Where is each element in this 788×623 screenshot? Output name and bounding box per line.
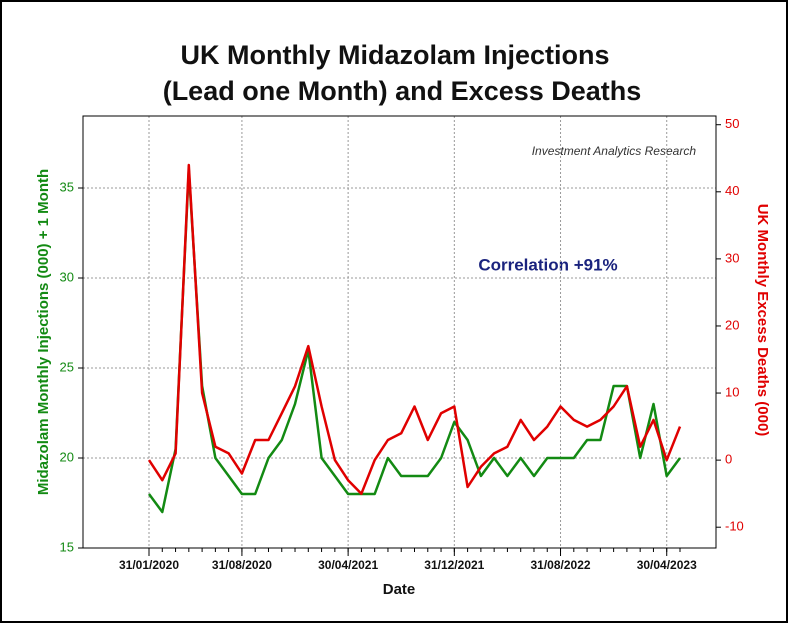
y-tick-label: 25 [60,359,74,374]
x-tick-label: 31/08/2020 [212,558,272,572]
y-tick-label: 20 [60,449,74,464]
chart-subtitle: (Lead one Month) and Excess Deaths [163,76,642,106]
y-tick-label: 35 [60,179,74,194]
x-tick-label: 30/04/2023 [637,558,697,572]
annotation: Correlation +91% [478,255,617,274]
x-axis-label: Date [383,581,416,598]
annotation: Investment Analytics Research [532,144,697,158]
chart-title: UK Monthly Midazolam Injections [180,40,609,70]
y-tick-label: 30 [60,269,74,284]
y2-tick-label: -10 [725,519,744,534]
data-line [147,168,682,514]
y2-tick-label: 0 [725,452,732,467]
x-tick-label: 30/04/2021 [318,558,378,572]
data-line [147,163,682,495]
y2-tick-label: 40 [725,183,739,198]
x-tick-label: 31/12/2021 [424,558,484,572]
y2-tick-label: 50 [725,116,739,131]
y2-tick-label: 10 [725,384,739,399]
y2-tick-label: 30 [725,250,739,265]
x-tick-label: 31/08/2022 [530,558,590,572]
y2-tick-label: 20 [725,317,739,332]
x-tick-label: 31/01/2020 [119,558,179,572]
y2-axis-label: UK Monthly Excess Deaths (000) [754,204,771,437]
y-axis-label: Midazolam Monthly Injections (000) + 1 M… [35,169,52,495]
plot-area [82,115,717,549]
y-tick-label: 15 [60,539,74,554]
